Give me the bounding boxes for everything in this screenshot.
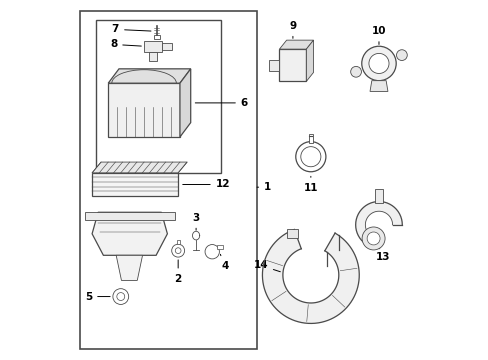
Circle shape	[175, 248, 181, 253]
Bar	[216, 244, 223, 249]
Text: 2: 2	[174, 260, 182, 284]
Text: 11: 11	[303, 176, 317, 193]
Text: 9: 9	[289, 21, 296, 39]
Text: 3: 3	[192, 213, 199, 230]
Text: 12: 12	[183, 180, 230, 189]
Text: 7: 7	[111, 24, 151, 35]
Circle shape	[300, 147, 320, 167]
Polygon shape	[355, 202, 402, 248]
Bar	[144, 41, 162, 51]
Bar	[149, 51, 156, 60]
Polygon shape	[262, 230, 359, 323]
Bar	[176, 240, 179, 244]
Circle shape	[361, 46, 395, 81]
Bar	[308, 134, 312, 143]
Bar	[286, 229, 297, 238]
Circle shape	[350, 66, 361, 77]
Bar	[96, 21, 221, 173]
Polygon shape	[306, 40, 313, 81]
Bar	[85, 212, 174, 220]
Polygon shape	[180, 69, 190, 137]
Text: 8: 8	[110, 40, 141, 49]
Polygon shape	[279, 40, 313, 49]
Bar	[268, 60, 279, 71]
Bar	[153, 35, 159, 39]
Polygon shape	[108, 69, 190, 83]
Bar	[279, 49, 306, 81]
Text: 10: 10	[371, 26, 386, 44]
Circle shape	[396, 50, 407, 60]
Polygon shape	[92, 212, 167, 255]
Bar	[108, 83, 180, 137]
Text: 1: 1	[257, 182, 271, 192]
Circle shape	[362, 227, 384, 250]
Bar	[374, 189, 383, 203]
Polygon shape	[116, 255, 142, 280]
Bar	[80, 12, 257, 348]
Text: 14: 14	[253, 260, 280, 272]
Text: 5: 5	[85, 292, 110, 302]
Text: 6: 6	[195, 98, 247, 108]
Bar	[92, 173, 178, 196]
Bar	[162, 42, 172, 50]
Circle shape	[295, 141, 325, 172]
Circle shape	[113, 289, 128, 305]
Circle shape	[171, 244, 184, 257]
Text: 4: 4	[220, 254, 228, 271]
Circle shape	[204, 244, 219, 259]
Circle shape	[368, 53, 388, 73]
Polygon shape	[92, 162, 187, 173]
Polygon shape	[369, 81, 387, 91]
Circle shape	[117, 293, 124, 301]
Circle shape	[366, 232, 379, 245]
Text: 13: 13	[375, 243, 389, 262]
